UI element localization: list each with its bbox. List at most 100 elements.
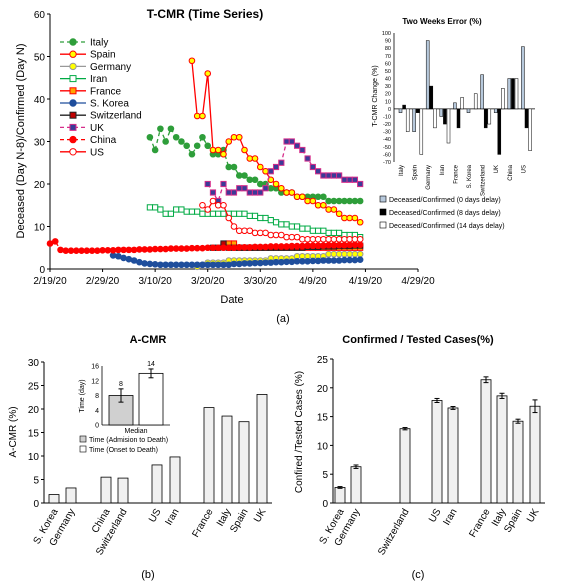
- data-point: [356, 218, 364, 226]
- data-point: [315, 227, 322, 234]
- y-tick-label: 30: [34, 138, 46, 149]
- data-point: [225, 214, 233, 222]
- bar: [151, 464, 163, 504]
- data-point: [146, 260, 154, 268]
- data-point: [356, 256, 364, 263]
- median-y-tick-label: 4: [95, 408, 99, 415]
- inset-category-label: Germany: [426, 165, 432, 190]
- data-point: [272, 219, 280, 226]
- inset-y-tick-label: 20: [385, 92, 391, 98]
- y-tick-label: 20: [317, 384, 329, 395]
- data-point: [130, 257, 138, 264]
- x-axis-label: Date: [220, 294, 243, 306]
- data-point: [214, 146, 222, 154]
- data-point: [304, 225, 311, 232]
- data-point: [257, 189, 264, 196]
- data-point: [267, 168, 274, 175]
- median-legend-item: Time (Admision to Death): [79, 435, 168, 444]
- data-point: [178, 206, 185, 213]
- data-point: [283, 243, 290, 250]
- median-legend-label: Time (Admision to Death): [89, 437, 168, 444]
- data-point: [304, 155, 311, 162]
- data-point: [262, 243, 269, 251]
- data-point: [241, 185, 248, 192]
- bar: [203, 407, 215, 504]
- data-point: [230, 223, 238, 230]
- legend-label: Germany: [90, 62, 131, 73]
- bar: [529, 405, 541, 504]
- inset-bar: [514, 78, 519, 110]
- median-legend: Time (Admision to Death) Time (Onset to D…: [79, 435, 168, 454]
- inset-category-label: US: [521, 165, 527, 173]
- x-tick-label: 3/30/20: [244, 276, 278, 287]
- inset-y-tick-label: 50: [385, 69, 391, 75]
- data-point: [230, 189, 238, 196]
- inset-legend-swatch: [379, 195, 387, 203]
- data-point: [199, 112, 206, 120]
- data-point: [336, 229, 343, 236]
- legend-marker: [69, 50, 77, 58]
- inset-legend-label: Deceased/Confirmed (14 days delay): [389, 223, 505, 230]
- x-tick-label: 3/10/20: [138, 276, 172, 287]
- series-spain: [188, 57, 364, 226]
- data-point: [125, 255, 133, 263]
- inset-category-labels: Italy Spain Germany Iran France S. Korea Switz…: [399, 164, 527, 196]
- data-point: [204, 206, 212, 213]
- data-point: [183, 245, 190, 252]
- series-china: [46, 238, 364, 255]
- inset-legend-label: Deceased/Confirmed (0 days delay): [389, 197, 501, 204]
- median-y-tick-labels: 0 4 8 12 16: [91, 364, 99, 430]
- y-tick-label: 10: [317, 441, 329, 452]
- category-label: France: [191, 507, 216, 540]
- data-point: [246, 244, 254, 251]
- inset-bar: [412, 108, 416, 132]
- data-point: [251, 155, 259, 162]
- panel-caption-a: (a): [276, 313, 289, 325]
- median-legend-item: Time (Onset to Death): [79, 445, 158, 454]
- inset-bar: [507, 78, 512, 110]
- data-point: [304, 258, 311, 265]
- data-point: [241, 146, 248, 154]
- y-tick-label: 0: [39, 265, 45, 276]
- inset-legend-swatch: [379, 221, 387, 229]
- data-point: [109, 247, 117, 254]
- median-y-tick-label: 8: [95, 393, 99, 400]
- data-point: [356, 250, 364, 258]
- data-point: [256, 259, 264, 267]
- data-point: [225, 261, 233, 269]
- data-point: [251, 212, 259, 219]
- legend-item-switzerland: Switzerland: [60, 111, 142, 122]
- inset-bar: [497, 108, 502, 155]
- inset-y-tick-label: 30: [385, 84, 391, 90]
- legend-item-china: China: [60, 135, 117, 146]
- inset-bar: [429, 85, 434, 110]
- inset-bar: [405, 108, 410, 132]
- data-point: [320, 193, 327, 201]
- inset-bar: [439, 108, 444, 117]
- chart-title: A-CMR: [130, 334, 167, 346]
- data-point: [278, 159, 285, 166]
- y-axis-label: A-CMR (%): [8, 406, 19, 457]
- bar: [447, 407, 459, 504]
- legend-marker: [69, 38, 77, 46]
- inset-y-tick-label: -10: [383, 114, 391, 120]
- inset-legend-item: Deceased/Confirmed (8 days delay): [379, 208, 501, 217]
- bar: [256, 394, 268, 504]
- data-point: [351, 214, 359, 222]
- y-tick-label: 10: [28, 452, 40, 463]
- inset-bar: [433, 108, 437, 129]
- bar: [48, 494, 60, 504]
- legend-label: Spain: [90, 50, 116, 61]
- inset-bar: [456, 108, 461, 129]
- data-point: [356, 241, 364, 249]
- data-point: [262, 229, 269, 237]
- x-tick-label: 3/20/20: [191, 276, 225, 287]
- inset-y-tick-label: -70: [383, 160, 391, 166]
- inset-bar: [483, 108, 488, 129]
- legend-item-germany: Germany: [60, 62, 131, 73]
- data-point: [288, 138, 295, 145]
- inset-bar: [415, 108, 420, 113]
- data-point: [162, 138, 169, 145]
- data-point: [167, 210, 175, 217]
- inset-bar: [443, 108, 447, 125]
